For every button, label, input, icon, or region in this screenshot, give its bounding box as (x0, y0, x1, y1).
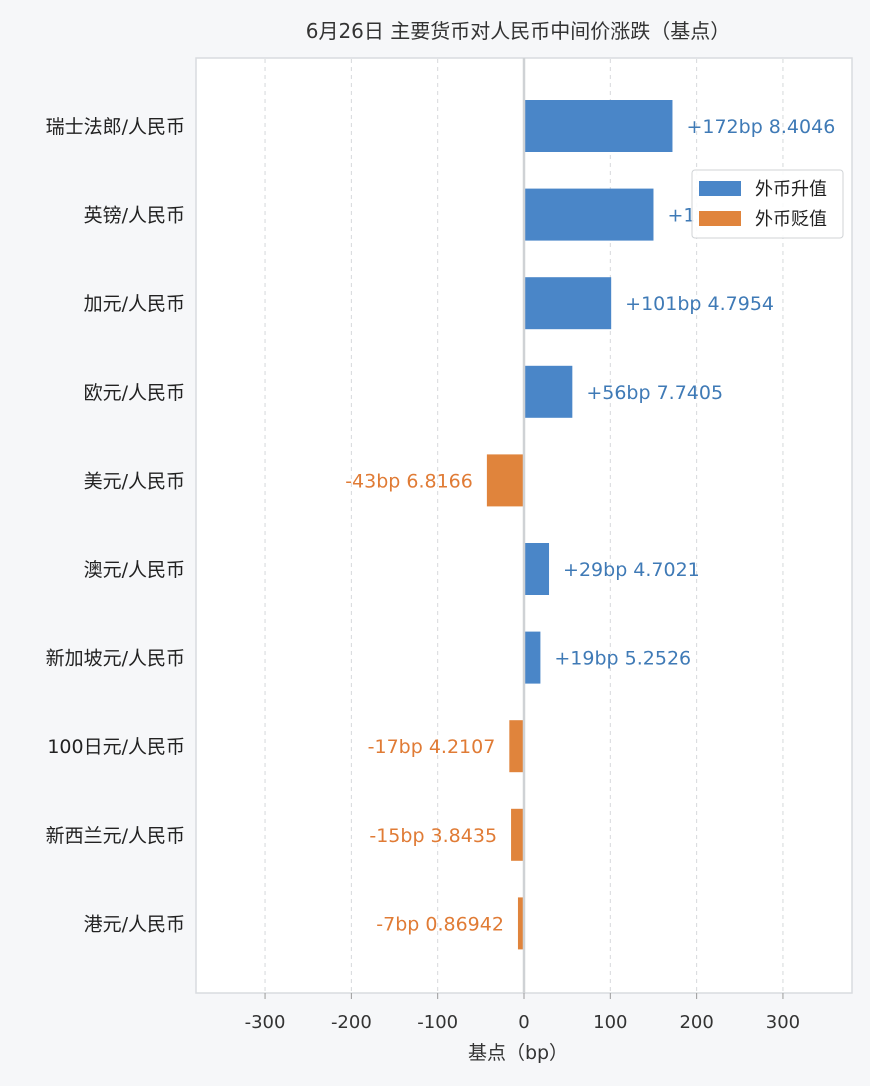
x-tick-label: -100 (417, 1012, 458, 1033)
category-label: 英镑/人民币 (84, 205, 185, 227)
x-tick-labels: -300 -200 -100 0 100 200 300 (245, 993, 800, 1033)
x-tick-label: 300 (766, 1012, 800, 1033)
bar (511, 808, 524, 861)
bar (509, 720, 524, 773)
x-tick-label: 100 (593, 1012, 627, 1033)
data-labels: +172bp 8.4046 +1 +101bp 4.7954 +56bp 7.7405… (345, 116, 835, 935)
category-label: 澳元/人民币 (84, 559, 185, 581)
bar (486, 454, 524, 507)
bar (524, 188, 654, 241)
x-tick-label: -200 (331, 1012, 372, 1033)
legend-label-depreciation: 外币贬值 (755, 209, 827, 230)
category-label: 加元/人民币 (84, 293, 185, 315)
bar (517, 897, 524, 950)
data-label: -7bp 0.86942 (376, 913, 504, 935)
x-tick-label: 0 (518, 1012, 529, 1033)
category-label: 新西兰元/人民币 (46, 825, 185, 847)
x-axis-label: 基点（bp） (468, 1042, 568, 1064)
data-label: +29bp 4.7021 (563, 559, 700, 581)
data-label: +101bp 4.7954 (625, 293, 774, 315)
category-labels: 瑞士法郎/人民币英镑/人民币加元/人民币欧元/人民币美元/人民币澳元/人民币新加… (46, 116, 185, 935)
legend: 外币升值 外币贬值 (691, 169, 844, 239)
data-label: +19bp 5.2526 (554, 648, 691, 670)
data-label: +1 (667, 205, 695, 227)
data-label: -17bp 4.2107 (368, 736, 496, 758)
bar (524, 543, 550, 595)
category-label: 港元/人民币 (84, 913, 185, 935)
x-tick-label: 200 (679, 1012, 713, 1033)
bar (524, 100, 673, 152)
data-label: +172bp 8.4046 (686, 116, 835, 138)
category-label: 欧元/人民币 (84, 382, 185, 404)
data-label: -43bp 6.8166 (345, 470, 473, 492)
category-label: 瑞士法郎/人民币 (46, 116, 185, 138)
data-label: -15bp 3.8435 (369, 825, 497, 847)
data-label: +56bp 7.7405 (586, 382, 723, 404)
category-label: 美元/人民币 (84, 470, 185, 492)
legend-swatch-depreciation (699, 211, 741, 226)
bars (486, 100, 673, 950)
chart-title: 6月26日 主要货币对人民币中间价涨跌（基点） (306, 19, 731, 43)
category-label: 新加坡元/人民币 (46, 648, 185, 670)
legend-swatch-appreciation (699, 181, 741, 196)
bar (524, 277, 612, 330)
bar (524, 631, 541, 684)
bar (524, 365, 573, 418)
category-label: 100日元/人民币 (47, 736, 185, 758)
x-tick-label: -300 (245, 1012, 286, 1033)
legend-label-appreciation: 外币升值 (755, 179, 827, 200)
